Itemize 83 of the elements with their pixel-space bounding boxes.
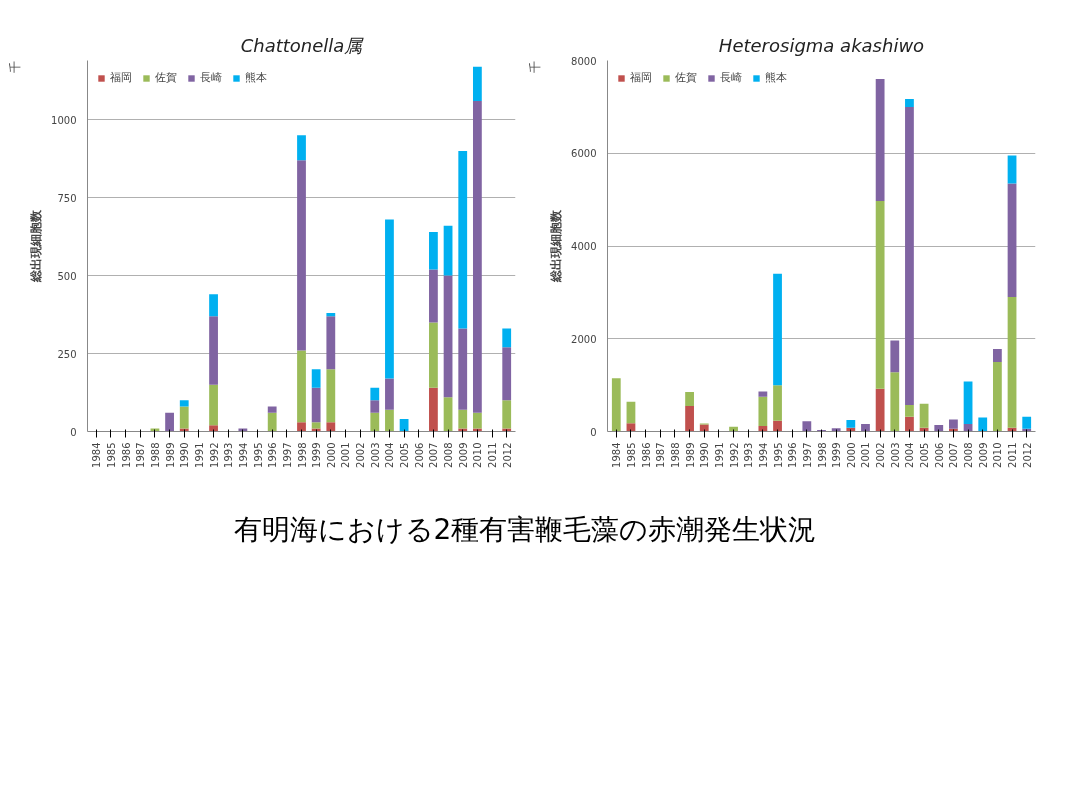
- x-tick-label: 1998: [816, 442, 828, 468]
- x-tick-label: 1997: [801, 442, 813, 468]
- x-tick-label: 1985: [105, 442, 117, 468]
- x-tick-label: 1999: [831, 442, 843, 468]
- x-tick-label: 1995: [252, 442, 264, 468]
- x-tick-label: 1984: [611, 442, 623, 468]
- x-tick-label: 2010: [992, 442, 1004, 468]
- x-tick-label: 2009: [977, 442, 989, 468]
- x-tick-label: 2010: [472, 442, 484, 468]
- x-tick-label: 2006: [933, 442, 945, 468]
- x-tick-label: 2004: [384, 442, 396, 468]
- x-tick-label: 2000: [325, 442, 337, 468]
- x-tick-label: 2003: [889, 442, 901, 468]
- y-tick-label: 6000: [571, 148, 597, 160]
- y-tick-label: 0: [70, 426, 77, 438]
- y-tick-label: 8000: [571, 55, 597, 67]
- y-tick-label: 500: [57, 270, 77, 282]
- text: 有明海における2種有害鞭毛藻の赤潮発生状況: [233, 512, 817, 548]
- x-tick-label: 1989: [164, 442, 176, 468]
- x-tick-label: 2003: [369, 442, 381, 468]
- x-tick-label: 1996: [267, 442, 279, 468]
- x-tick-label: 1985: [625, 442, 637, 468]
- chart-title: Heterosigma akashiwo: [718, 34, 925, 56]
- x-tick-label: 2005: [919, 442, 931, 468]
- text: 千: [527, 60, 542, 73]
- x-tick-label: 1999: [311, 442, 323, 468]
- chart-title: Chattonella属: [240, 34, 365, 56]
- x-tick-label: 1996: [787, 442, 799, 468]
- x-tick-label: 1986: [120, 442, 132, 468]
- x-tick-label: 2002: [355, 442, 367, 468]
- x-tick-label: 2006: [413, 442, 425, 468]
- x-tick-label: 1990: [179, 442, 191, 468]
- x-tick-label: 1994: [757, 442, 769, 468]
- x-tick-label: 2002: [875, 442, 887, 468]
- y-axis-title: 総出現細胞数: [549, 209, 564, 283]
- x-tick-label: 1993: [223, 442, 235, 468]
- text: 千: [7, 60, 22, 73]
- y-axis-title: 総出現細胞数: [29, 209, 44, 283]
- x-tick-label: 1990: [699, 442, 711, 468]
- x-tick-label: 1997: [281, 442, 293, 468]
- x-tick-label: 2004: [904, 442, 916, 468]
- legend-label: 福岡: [630, 70, 652, 85]
- x-tick-label: 2009: [457, 442, 469, 468]
- legend-label: 熊本: [765, 70, 787, 85]
- x-tick-label: 2007: [948, 442, 960, 468]
- x-tick-label: 2011: [487, 442, 499, 468]
- x-tick-label: 1988: [669, 442, 681, 468]
- x-tick-label: 2007: [428, 442, 440, 468]
- x-tick-label: 1994: [237, 442, 249, 468]
- legend-label: 福岡: [110, 70, 132, 85]
- x-tick-label: 1988: [149, 442, 161, 468]
- x-tick-label: 2008: [963, 442, 975, 468]
- x-tick-label: 1987: [135, 442, 147, 468]
- x-tick-label: 2011: [1007, 442, 1019, 468]
- x-tick-label: 1986: [640, 442, 652, 468]
- x-tick-label: 2012: [1021, 442, 1033, 468]
- x-tick-label: 2012: [501, 442, 513, 468]
- y-tick-label: 750: [57, 192, 77, 204]
- y-tick-label: 4000: [571, 241, 597, 252]
- x-tick-label: 1984: [91, 442, 103, 468]
- legend-label: 佐賀: [155, 70, 177, 85]
- y-tick-label: 0: [590, 426, 597, 438]
- x-tick-label: 1992: [728, 442, 740, 468]
- x-tick-label: 2005: [399, 442, 411, 468]
- legend-label: 長崎: [200, 70, 222, 85]
- legend-label: 佐賀: [675, 70, 697, 85]
- y-tick-label: 250: [57, 348, 77, 360]
- x-tick-label: 1989: [684, 442, 696, 468]
- y-tick-label: 1000: [51, 114, 77, 126]
- legend-label: 長崎: [720, 70, 742, 85]
- x-tick-label: 1991: [713, 442, 725, 468]
- x-tick-label: 1995: [772, 442, 784, 468]
- legend-label: 熊本: [245, 70, 267, 85]
- x-tick-label: 2001: [340, 442, 352, 468]
- x-tick-label: 1992: [208, 442, 220, 468]
- x-tick-label: 2008: [443, 442, 455, 468]
- x-tick-label: 1987: [655, 442, 667, 468]
- y-tick-label: 2000: [571, 333, 597, 345]
- x-tick-label: 2001: [860, 442, 872, 468]
- x-tick-label: 2000: [845, 442, 857, 468]
- x-tick-label: 1991: [193, 442, 205, 468]
- x-tick-label: 1993: [743, 442, 755, 468]
- x-tick-label: 1998: [296, 442, 308, 468]
